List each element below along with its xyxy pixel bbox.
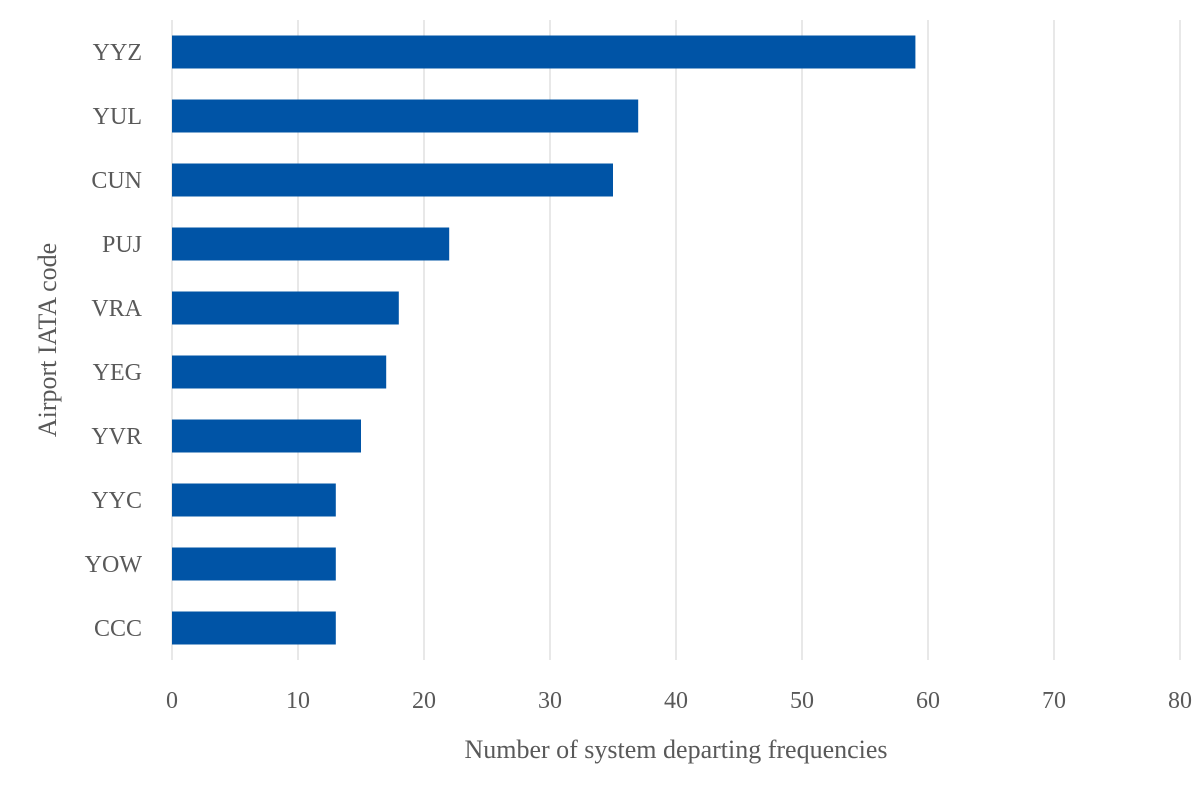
x-tick-label-20: 20 <box>412 688 436 714</box>
y-tick-label-yvr: YVR <box>91 424 142 450</box>
bars <box>172 35 916 645</box>
y-tick-label-yeg: YEG <box>93 360 142 386</box>
x-axis-title: Number of system departing frequencies <box>464 735 887 764</box>
y-tick-label-ccc: CCC <box>94 616 142 642</box>
bar-yyc <box>172 483 336 517</box>
x-tick-label-0: 0 <box>166 688 178 714</box>
y-tick-label-yyc: YYC <box>91 488 142 514</box>
x-tick-label-50: 50 <box>790 688 814 714</box>
bar-cun <box>172 163 613 197</box>
bar-puj <box>172 227 450 261</box>
bar-yeg <box>172 355 387 389</box>
x-tick-label-10: 10 <box>286 688 310 714</box>
y-tick-label-puj: PUJ <box>102 232 142 258</box>
x-tick-labels: 0 10 20 30 40 50 60 70 80 <box>166 688 1192 714</box>
bar-yvr <box>172 419 361 453</box>
x-tick-label-40: 40 <box>664 688 688 714</box>
bar-vra <box>172 291 399 325</box>
y-tick-label-vra: VRA <box>91 296 142 322</box>
x-tick-label-30: 30 <box>538 688 562 714</box>
bar-yow <box>172 547 336 581</box>
bar-yyz <box>172 35 916 69</box>
x-tick-label-60: 60 <box>916 688 940 714</box>
x-tick-label-80: 80 <box>1168 688 1192 714</box>
x-tick-label-70: 70 <box>1042 688 1066 714</box>
y-tick-labels: YYZ YUL CUN PUJ VRA YEG YVR YYC YOW CCC <box>85 40 143 642</box>
y-tick-label-yul: YUL <box>93 104 142 130</box>
bar-yul <box>172 99 639 133</box>
y-tick-label-yow: YOW <box>85 552 143 578</box>
bar-ccc <box>172 611 336 645</box>
y-axis-title: Airport IATA code <box>33 243 62 437</box>
y-tick-label-yyz: YYZ <box>93 40 142 66</box>
y-tick-label-cun: CUN <box>91 168 142 194</box>
